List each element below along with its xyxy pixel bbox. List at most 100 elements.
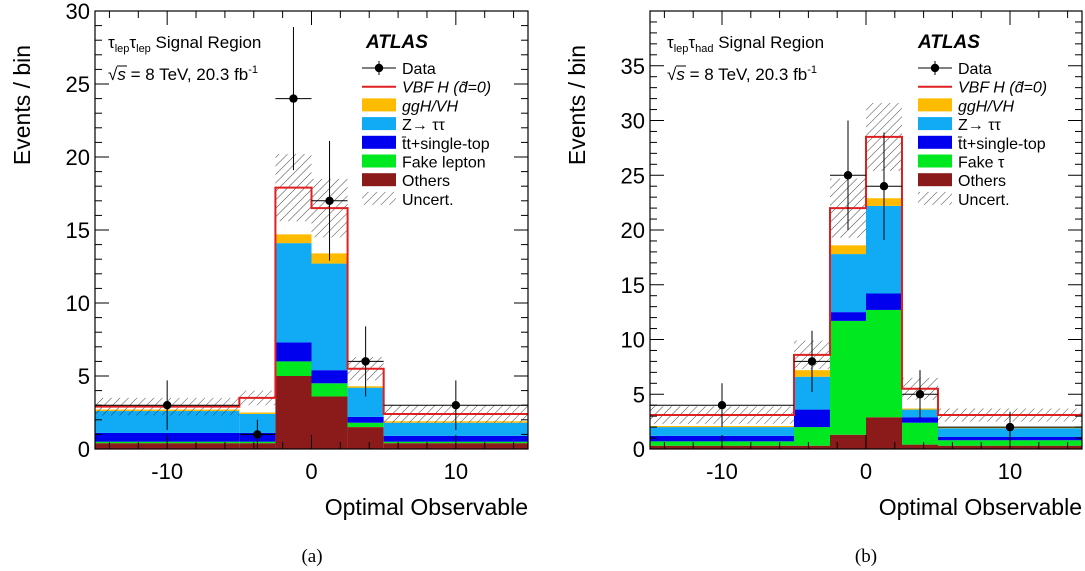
data-point [325,196,334,205]
plot-area [650,102,1082,449]
legend-marker-hatch [362,191,396,205]
legend-label: Fake τ [958,155,1005,172]
legend-label: Z→ ττ [402,117,446,134]
x-tick-label: 10 [998,459,1022,484]
bar [830,312,866,321]
bar [866,293,902,310]
region-label: τlepτhad Signal Region [667,33,824,55]
legend-item: t̄t+single-top [362,135,490,153]
atlas-label: ATLAS [917,32,980,53]
bar [866,309,902,418]
legend-item: Data [362,61,436,78]
y-tick-label: 0 [633,437,645,462]
bar [650,427,794,436]
y-tick-label: 20 [621,218,645,243]
legend-label: Others [402,173,450,190]
bar [311,383,348,397]
legend-marker-box [362,135,396,149]
y-tick-label: 5 [633,382,645,407]
signal-line [650,135,1082,417]
x-tick-label: 0 [305,459,317,484]
y-tick-label: 10 [621,328,645,353]
legend-item: VBF H (d̃=0) [918,79,1047,97]
panel-label: (b) [855,546,877,567]
legend-label: VBF H (d̃=0) [958,79,1047,96]
x-tick-label: 10 [444,459,468,484]
legend-marker-box [362,117,396,131]
x-axis-title: Optimal Observable [325,494,528,520]
legend-item: Data [918,61,992,78]
legend-marker-hatch [918,191,952,205]
legend-item: VBF H (d̃=0) [362,79,491,97]
legend-marker-point [374,63,384,73]
bar [902,444,938,449]
energy-label: √s = 8 TeV, 20.3 fb-1 [667,64,817,84]
y-tick-label: 25 [621,163,645,188]
legend-item: ggH/VH [362,98,458,115]
y-tick-label: 35 [621,54,645,79]
bar [830,320,866,435]
legend-marker-box [362,154,396,168]
legend-label: ggH/VH [402,98,458,115]
legend-label: t̄t+single-top [957,136,1046,153]
legend-label: Uncert. [958,192,1010,209]
y-axis: 0 5 10 15 20 25 30 35 [621,10,1082,462]
legend-item: Z→ ττ [918,117,1002,134]
bar [275,243,312,343]
bar [347,427,384,449]
data-point [451,401,461,410]
chart-panel-b: 0 5 10 15 20 25 30 35 -10 0 10 Optimal Observable Ev… [564,10,1083,567]
y-tick-label: 30 [621,109,645,134]
legend-marker-box [918,173,952,187]
bar [311,263,348,371]
legend-item: Others [362,173,450,190]
data-point [253,430,262,439]
data-points [95,27,528,449]
legend-marker-box [918,135,952,149]
data-points [650,120,1082,443]
region-label: τlepτlep Signal Region [108,33,261,55]
data-point [879,182,889,191]
y-axis-title: Events / bin [564,45,590,165]
legend-marker-point [930,63,940,73]
bar [311,396,348,449]
legend-item: Z→ ττ [362,117,446,134]
legend-label: ggH/VH [958,98,1014,115]
bar [902,422,938,445]
bar [794,427,830,446]
data-point [843,171,853,180]
y-tick-label: 10 [66,291,90,316]
atlas-label: ATLAS [365,32,428,53]
bar [347,422,384,428]
bar [275,361,312,376]
data-point [717,401,727,410]
bar [902,417,938,423]
bar [830,434,866,449]
y-tick-label: 15 [66,218,90,243]
legend-label: t̄t+single-top [401,136,490,153]
legend-marker-box [918,117,952,131]
legend-item: Uncert. [362,191,454,209]
x-axis: -10 0 10 [108,11,515,484]
y-tick-label: 0 [78,437,90,462]
y-tick-label: 5 [78,364,90,389]
data-point [361,357,370,366]
legend-item: Fake lepton [362,154,486,172]
bar [794,409,830,428]
y-tick-label: 15 [621,273,645,298]
bar [239,412,276,414]
legend-label: Fake lepton [402,155,486,172]
x-axis-title: Optimal Observable [879,494,1082,520]
panel-label: (a) [301,546,322,567]
series-fake- [650,309,1082,446]
x-axis: -10 0 10 [663,11,1069,484]
legend-marker-box [918,98,952,112]
legend-label: Others [958,173,1006,190]
legend-label: VBF H (d̃=0) [402,79,491,96]
data-point [162,401,172,410]
energy-label: √s = 8 TeV, 20.3 fb-1 [108,64,258,84]
bar [866,417,902,449]
legend-item: t̄t+single-top [918,135,1046,153]
